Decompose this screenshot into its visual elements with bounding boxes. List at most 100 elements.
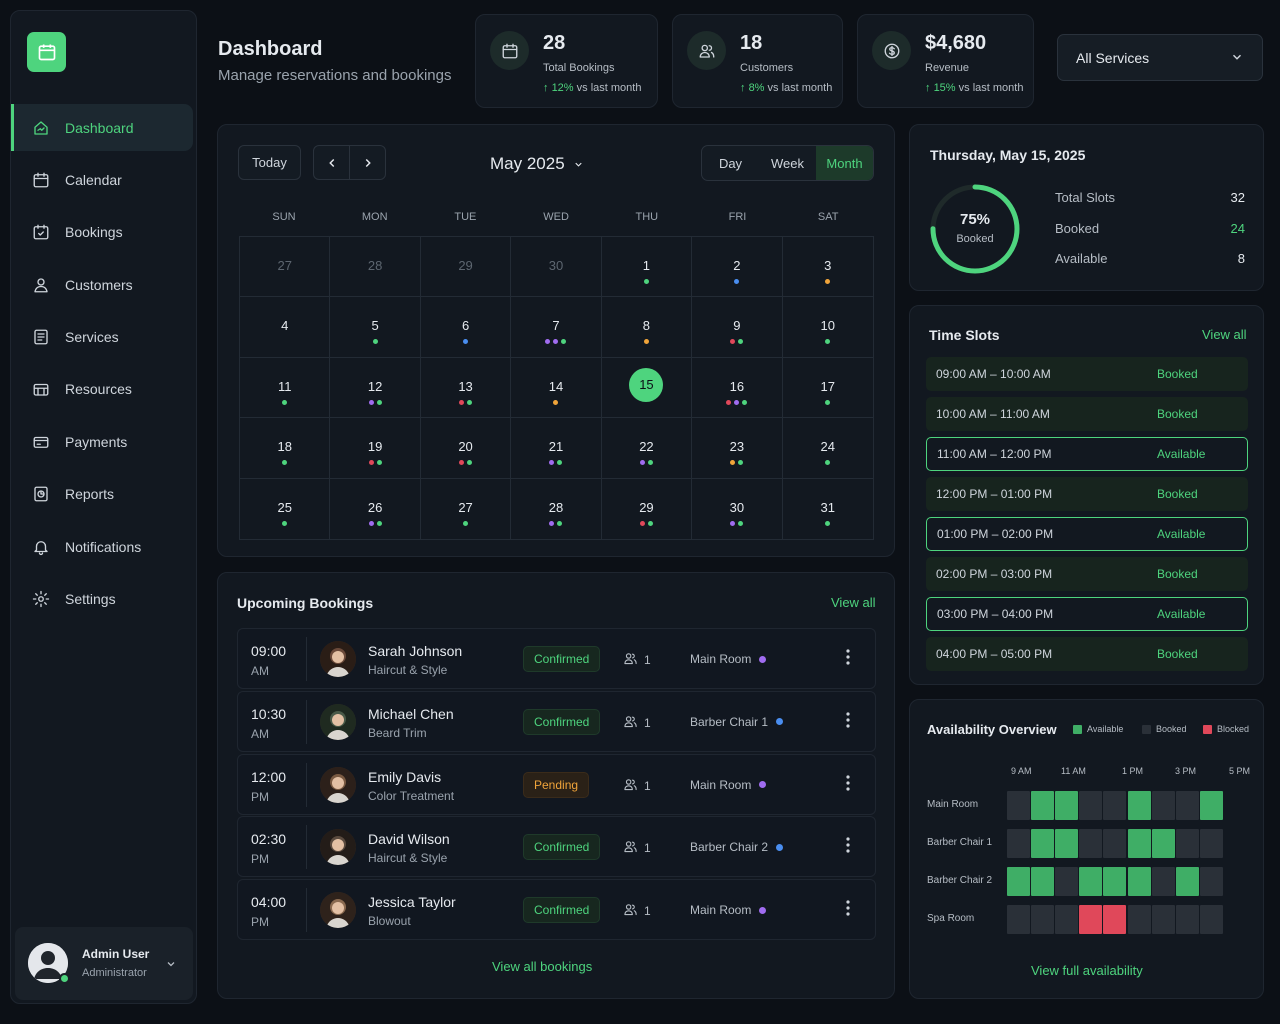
availability-cell[interactable]	[1151, 791, 1175, 820]
availability-cell[interactable]	[1007, 867, 1030, 896]
availability-cell[interactable]	[1079, 791, 1103, 820]
availability-cell[interactable]	[1103, 791, 1127, 820]
next-month-button[interactable]	[349, 145, 386, 180]
time-slot[interactable]: 09:00 AM – 10:00 AM Booked	[926, 357, 1248, 391]
availability-cell[interactable]	[1175, 867, 1199, 896]
time-slot[interactable]: 10:00 AM – 11:00 AM Booked	[926, 397, 1248, 431]
app-logo[interactable]	[27, 32, 66, 72]
sidebar-item-services[interactable]: Services	[11, 314, 193, 361]
availability-cell[interactable]	[1199, 791, 1223, 820]
booking-row[interactable]: 12:00 PM Emily Davis Color Treatment Pend…	[237, 753, 876, 815]
calendar-day[interactable]: 30	[692, 478, 783, 539]
sidebar-item-reports[interactable]: Reports	[11, 471, 193, 518]
availability-cell[interactable]	[1007, 905, 1030, 934]
calendar-day[interactable]: 5	[330, 297, 421, 358]
availability-cell[interactable]	[1055, 867, 1079, 896]
availability-cell[interactable]	[1055, 905, 1079, 934]
calendar-day[interactable]: 23	[692, 418, 783, 479]
availability-cell[interactable]	[1055, 829, 1079, 858]
calendar-day[interactable]: 4	[240, 297, 331, 358]
time-slot[interactable]: 04:00 PM – 05:00 PM Booked	[926, 637, 1248, 671]
calendar-day[interactable]: 27	[240, 237, 331, 298]
more-options-icon[interactable]	[846, 900, 850, 921]
availability-cell[interactable]	[1199, 905, 1223, 934]
sidebar-item-notifications[interactable]: Notifications	[11, 523, 193, 570]
time-slot[interactable]: 12:00 PM – 01:00 PM Booked	[926, 477, 1248, 511]
availability-cell[interactable]	[1031, 829, 1055, 858]
prev-month-button[interactable]	[313, 145, 350, 180]
availability-cell[interactable]	[1055, 791, 1079, 820]
calendar-day[interactable]: 16	[692, 357, 783, 419]
view-full-availability-link[interactable]: View full availability	[1031, 963, 1143, 978]
availability-cell[interactable]	[1175, 905, 1199, 934]
user-profile[interactable]: Admin User Administrator	[15, 927, 193, 1000]
sidebar-item-customers[interactable]: Customers	[11, 261, 193, 308]
availability-cell[interactable]	[1175, 791, 1199, 820]
calendar-day[interactable]: 13	[420, 357, 512, 419]
availability-cell[interactable]	[1079, 829, 1103, 858]
calendar-day[interactable]: 20	[420, 418, 512, 479]
calendar-day[interactable]: 26	[330, 478, 421, 539]
calendar-day[interactable]: 10	[782, 297, 873, 358]
availability-cell[interactable]	[1007, 829, 1030, 858]
availability-cell[interactable]	[1199, 867, 1223, 896]
calendar-day-today[interactable]: 15	[601, 357, 693, 419]
time-slot[interactable]: 02:00 PM – 03:00 PM Booked	[926, 557, 1248, 591]
sidebar-item-calendar[interactable]: Calendar	[11, 156, 193, 203]
booking-row[interactable]: 10:30 AM Michael Chen Beard Trim Confirme…	[237, 690, 876, 752]
calendar-day[interactable]: 27	[421, 478, 512, 539]
availability-cell[interactable]	[1127, 791, 1151, 820]
availability-cell[interactable]	[1031, 867, 1055, 896]
availability-cell[interactable]	[1079, 905, 1103, 934]
sidebar-item-payments[interactable]: Payments	[11, 418, 193, 465]
month-selector[interactable]: May 2025	[490, 154, 584, 174]
availability-cell[interactable]	[1103, 867, 1127, 896]
calendar-day[interactable]: 25	[240, 478, 331, 539]
calendar-day[interactable]: 12	[330, 357, 421, 419]
calendar-day[interactable]: 21	[511, 418, 602, 479]
availability-cell[interactable]	[1151, 867, 1175, 896]
more-options-icon[interactable]	[846, 837, 850, 858]
more-options-icon[interactable]	[846, 774, 850, 796]
availability-cell[interactable]	[1127, 829, 1151, 858]
sidebar-item-settings[interactable]: Settings	[11, 576, 193, 623]
calendar-day[interactable]: 2	[692, 237, 783, 298]
sidebar-item-dashboard[interactable]: Dashboard	[11, 104, 193, 151]
calendar-day[interactable]: 7	[511, 297, 602, 358]
time-slots-view-all-link[interactable]: View all	[1202, 327, 1247, 342]
calendar-day[interactable]: 30	[511, 237, 602, 298]
calendar-day[interactable]: 28	[330, 237, 421, 298]
calendar-day[interactable]: 29	[602, 478, 693, 539]
view-month-button[interactable]: Month	[816, 146, 873, 180]
availability-cell[interactable]	[1103, 905, 1127, 934]
calendar-day[interactable]: 29	[420, 237, 512, 298]
calendar-day[interactable]: 3	[782, 237, 873, 298]
calendar-day[interactable]: 31	[783, 479, 873, 539]
today-button[interactable]: Today	[238, 145, 301, 180]
time-slot[interactable]: 01:00 PM – 02:00 PM Available	[926, 517, 1248, 551]
time-slot[interactable]: 03:00 PM – 04:00 PM Available	[926, 597, 1248, 631]
chevron-down-icon[interactable]	[165, 957, 177, 975]
calendar-day[interactable]: 14	[511, 357, 602, 419]
availability-cell[interactable]	[1031, 791, 1055, 820]
view-week-button[interactable]: Week	[771, 155, 804, 171]
view-day-button[interactable]: Day	[718, 155, 743, 171]
sidebar-item-bookings[interactable]: Bookings	[11, 209, 193, 256]
calendar-day[interactable]: 8	[601, 297, 693, 358]
calendar-day[interactable]: 11	[240, 357, 331, 419]
sidebar-item-resources[interactable]: Resources	[11, 366, 193, 413]
time-slot[interactable]: 11:00 AM – 12:00 PM Available	[926, 437, 1248, 471]
booking-row[interactable]: 04:00 PM Jessica Taylor Blowout Confirmed…	[237, 879, 876, 941]
availability-cell[interactable]	[1151, 829, 1175, 858]
booking-row[interactable]: 09:00 AM Sarah Johnson Haircut & Style Co…	[237, 628, 876, 689]
availability-cell[interactable]	[1127, 905, 1151, 934]
bookings-view-all-link[interactable]: View all	[831, 595, 876, 610]
calendar-day[interactable]: 17	[782, 358, 873, 419]
availability-cell[interactable]	[1007, 791, 1030, 820]
availability-cell[interactable]	[1151, 905, 1175, 934]
calendar-day[interactable]: 18	[240, 418, 331, 479]
availability-cell[interactable]	[1199, 829, 1223, 858]
calendar-day[interactable]: 6	[420, 297, 512, 358]
calendar-day[interactable]: 9	[692, 297, 783, 358]
availability-cell[interactable]	[1127, 867, 1151, 896]
